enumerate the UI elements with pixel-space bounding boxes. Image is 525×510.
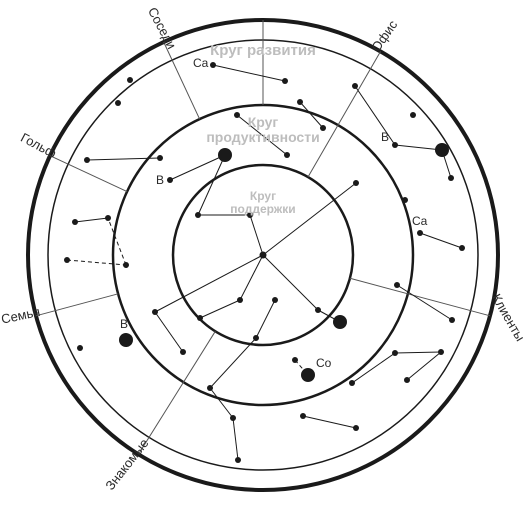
sector-line-s_neigh <box>164 42 200 119</box>
edge-n22-n21 <box>75 218 108 222</box>
edge-c0-n31 <box>155 255 263 312</box>
edge-n10-n11 <box>395 145 442 150</box>
sector-label-s_golf: Гольф <box>18 130 59 161</box>
node-n45 <box>404 377 410 383</box>
ring-label-r_supp: Кругподдержки <box>230 189 295 216</box>
sector-label-s_family: Семья <box>0 304 41 327</box>
edge-n47-n48 <box>303 416 356 428</box>
sector-line-s_office <box>308 51 381 177</box>
node-n44 <box>349 380 355 386</box>
edge-n12-n19 <box>198 155 225 215</box>
node-n13 <box>157 155 163 161</box>
node-n34 <box>449 317 455 323</box>
node-n21 <box>105 215 111 221</box>
node-n4 <box>127 77 133 83</box>
edge-n43-n46 <box>210 388 233 418</box>
edge-c0-n28 <box>240 255 263 300</box>
edge-c0-n30 <box>263 255 318 310</box>
sector-line-s_family <box>36 294 118 316</box>
node-n43 <box>207 385 213 391</box>
node-n7 <box>410 112 416 118</box>
node-n23 <box>417 230 423 236</box>
edge-n23-n24 <box>420 233 462 248</box>
sector-line-s_clients <box>350 278 490 316</box>
node-n35 <box>253 335 259 341</box>
edge-n41-n45 <box>407 352 441 380</box>
ring-label-r_dev: Круг развития <box>210 42 316 59</box>
node-n28 <box>237 297 243 303</box>
node-n9 <box>320 125 326 131</box>
node-n11 <box>435 143 449 157</box>
edge-n1-n2 <box>213 65 285 81</box>
node-n36 <box>119 333 133 347</box>
node-n5 <box>115 100 121 106</box>
node-n3 <box>352 83 358 89</box>
node-n32 <box>197 315 203 321</box>
edge-n29-n35 <box>256 300 275 338</box>
node-n24 <box>459 245 465 251</box>
node-c0 <box>260 252 267 259</box>
node-n31 <box>152 309 158 315</box>
node-n46 <box>230 415 236 421</box>
node-n37 <box>180 349 186 355</box>
node-n15 <box>448 175 454 181</box>
node-n47 <box>300 413 306 419</box>
node-n19 <box>195 212 201 218</box>
node-n10 <box>392 142 398 148</box>
node-label-n23: Ca <box>412 214 428 228</box>
ring-label-r_prod: Кругпродуктивности <box>206 114 319 145</box>
node-n42 <box>301 368 315 382</box>
node-n48 <box>353 425 359 431</box>
edge-n28-n32 <box>200 300 240 318</box>
node-n25 <box>64 257 70 263</box>
node-n8 <box>234 112 240 118</box>
node-n16 <box>167 177 173 183</box>
node-n33 <box>333 315 347 329</box>
node-n1 <box>210 62 216 68</box>
node-n29 <box>272 297 278 303</box>
edge-n31-n37 <box>155 312 183 352</box>
node-n41 <box>438 349 444 355</box>
node-n2 <box>282 78 288 84</box>
node-n22 <box>72 219 78 225</box>
node-label-n10: B <box>381 130 389 144</box>
node-n39 <box>292 357 298 363</box>
node-label-n42: Co <box>316 356 332 370</box>
edge-n46-n49 <box>233 418 238 460</box>
node-label-n36: B <box>120 317 128 331</box>
edge-n35-n43 <box>210 338 256 388</box>
node-n30 <box>315 307 321 313</box>
edge-n25-n26 <box>67 260 126 265</box>
edge-c0-n17 <box>263 183 356 255</box>
sector-label-s_office: Офис <box>368 17 400 54</box>
node-n14 <box>284 152 290 158</box>
node-n17 <box>353 180 359 186</box>
node-n18 <box>402 197 408 203</box>
circles-network-diagram: Круг развития Кругпродуктивности Кругподде… <box>0 0 525 510</box>
edge-n16-n12 <box>170 155 225 180</box>
node-n27 <box>394 282 400 288</box>
node-n26 <box>123 262 129 268</box>
node-n38 <box>77 345 83 351</box>
node-label-n1: Ca <box>193 56 209 70</box>
node-label-n16: B <box>156 173 164 187</box>
node-n50 <box>84 157 90 163</box>
sectors-group <box>36 20 490 454</box>
node-n49 <box>235 457 241 463</box>
sector-label-s_clients: Клиенты <box>489 291 525 344</box>
node-n40 <box>392 350 398 356</box>
edge-n20-c0 <box>250 215 263 255</box>
edge-n40-n41 <box>395 352 441 353</box>
node-n6 <box>297 99 303 105</box>
node-n12 <box>218 148 232 162</box>
